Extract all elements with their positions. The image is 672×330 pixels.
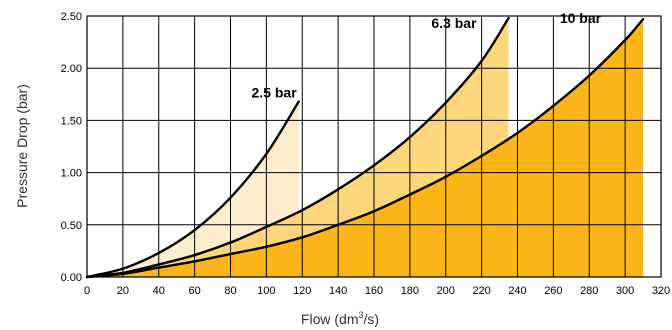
x-axis-title-suffix: /s) [364,311,380,327]
x-tick-label: 280 [580,285,598,297]
x-tick-labels: 0 20 40 60 80 100 120 140 160 180 200 220 240 260 280 3… [84,285,670,297]
x-tick-label: 140 [329,285,347,297]
y-tick-label: 0.00 [61,272,82,284]
x-tick-label: 160 [365,285,383,297]
series-label-2: 6.3 bar [431,15,477,31]
y-tick-label: 0.50 [61,220,82,232]
x-tick-label: 180 [401,285,419,297]
x-axis-title-main: Flow (dm [301,311,359,327]
x-tick-label: 300 [616,285,634,297]
x-tick-label: 240 [508,285,526,297]
x-axis-title-sup: 3 [358,310,363,320]
y-tick-label: 1.00 [61,168,82,180]
x-tick-label: 120 [293,285,311,297]
x-tick-label: 20 [117,285,129,297]
series-label-3: 10 bar [560,10,602,26]
x-tick-label: 320 [652,285,670,297]
series-line-2 [85,16,510,279]
y-axis-title: Pressure Drop (bar) [14,84,30,208]
series-fill-1 [87,101,299,277]
x-tick-label: 80 [224,285,236,297]
x-axis-title: Flow (dm3/s) [301,310,379,327]
x-tick-label: 260 [544,285,562,297]
y-tick-label: 2.00 [61,63,82,75]
series-labels: 2.5 bar 6.3 bar 10 bar [252,10,602,100]
x-tick-label: 0 [84,285,90,297]
y-tick-label: 2.50 [61,11,82,23]
x-tick-label: 100 [257,285,275,297]
y-tick-labels: 0.00 0.50 1.00 1.50 2.00 2.50 [61,11,82,284]
series-line-1 [85,100,300,279]
series-lines [85,16,645,279]
series-label-1: 2.5 bar [252,85,298,101]
x-tick-label: 40 [153,285,165,297]
plot-frame [86,15,662,278]
plot-border [86,15,662,278]
x-tick-label: 220 [472,285,490,297]
series-line-3 [85,17,645,279]
series-fill-3 [87,19,644,277]
x-tick-label: 60 [189,285,201,297]
x-tick-label: 200 [437,285,455,297]
series-fills [87,18,644,278]
y-tick-label: 1.50 [61,115,82,127]
